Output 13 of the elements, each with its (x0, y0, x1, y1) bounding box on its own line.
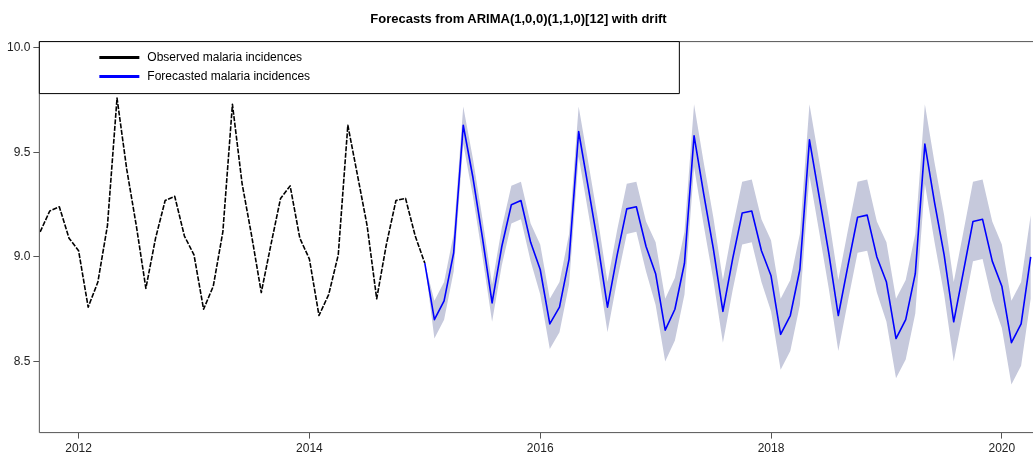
x-tick-label: 2012 (65, 441, 93, 456)
legend-label: Observed malaria incidences (147, 49, 303, 64)
chart-title: Forecasts from ARIMA(1,0,0)(1,1,0)[12] with drift (370, 11, 668, 27)
x-tick-label: 2014 (296, 441, 324, 456)
y-tick-label: 9.0 (13, 249, 31, 264)
x-tick-label: 2016 (526, 441, 554, 456)
x-tick-label: 2018 (757, 441, 785, 456)
x-tick-label: 2020 (988, 441, 1016, 456)
legend-label: Forecasted malaria incidences (147, 68, 311, 83)
y-tick-label: 9.5 (13, 144, 31, 159)
line-series (39, 97, 426, 317)
y-tick-label: 8.5 (13, 353, 31, 368)
y-tick-label: 10.0 (7, 40, 31, 55)
